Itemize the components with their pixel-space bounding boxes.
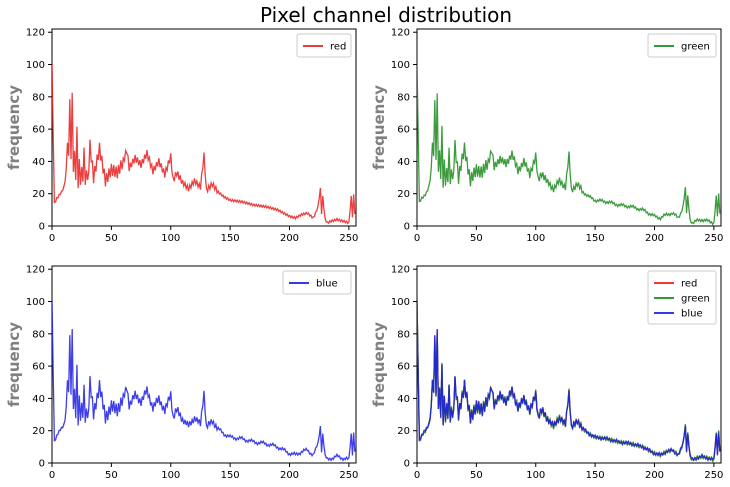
y-tick-label: 40 bbox=[32, 394, 45, 405]
y-tick-label: 0 bbox=[39, 222, 45, 233]
y-tick-label: 80 bbox=[32, 92, 45, 103]
x-tick-label: 0 bbox=[414, 233, 420, 244]
y-tick-label: 20 bbox=[32, 189, 45, 200]
y-tick-label: 80 bbox=[32, 329, 45, 340]
y-tick-label: 40 bbox=[32, 157, 45, 168]
x-tick-label: 200 bbox=[645, 470, 664, 481]
legend-box bbox=[647, 33, 717, 58]
y-tick-label: 60 bbox=[397, 125, 410, 136]
series-line-blue bbox=[417, 300, 721, 462]
y-tick-label: 20 bbox=[397, 426, 410, 437]
subplot-1: 0 50 100 150 200 250 0 20 40 60 80 100 120 frequency r… bbox=[5, 28, 358, 244]
x-tick-label: 0 bbox=[49, 470, 55, 481]
x-tick-label: 0 bbox=[414, 470, 420, 481]
x-tick-label: 150 bbox=[586, 233, 605, 244]
y-tick-label: 0 bbox=[39, 459, 45, 470]
y-tick-label: 40 bbox=[397, 394, 410, 405]
y-tick-label: 100 bbox=[391, 297, 410, 308]
x-tick-label: 0 bbox=[49, 233, 55, 244]
y-tick-label: 100 bbox=[26, 297, 45, 308]
x-tick-label: 50 bbox=[105, 470, 118, 481]
y-tick-label: 40 bbox=[397, 157, 410, 168]
legend-label-green: green bbox=[681, 42, 710, 53]
series-line-green bbox=[417, 63, 721, 226]
x-tick-label: 250 bbox=[339, 470, 358, 481]
series-line-blue bbox=[52, 300, 356, 462]
axes-frame bbox=[416, 265, 722, 464]
y-axis-label: frequency bbox=[370, 85, 388, 170]
y-tick-label: 120 bbox=[391, 28, 410, 39]
subplot-2: 0 50 100 150 200 250 0 20 40 60 80 100 120 frequency g… bbox=[370, 28, 723, 244]
axes-frame bbox=[51, 265, 357, 464]
y-tick-label: 100 bbox=[26, 60, 45, 71]
y-tick-label: 60 bbox=[32, 362, 45, 373]
legend-label-blue: blue bbox=[316, 279, 338, 290]
legend-box bbox=[296, 33, 352, 58]
legend-label-blue: blue bbox=[681, 309, 703, 320]
y-tick-label: 60 bbox=[397, 362, 410, 373]
x-tick-label: 100 bbox=[526, 470, 545, 481]
y-tick-label: 0 bbox=[404, 222, 410, 233]
y-tick-label: 60 bbox=[32, 125, 45, 136]
series-line-red bbox=[417, 300, 721, 462]
x-tick-label: 200 bbox=[280, 470, 299, 481]
legend-label-red: red bbox=[330, 42, 346, 53]
subplot-4: 0 50 100 150 200 250 0 20 40 60 80 100 120 frequency r… bbox=[370, 265, 723, 481]
y-tick-label: 20 bbox=[397, 189, 410, 200]
chart-title: Pixel channel distribution bbox=[260, 3, 512, 27]
panels-layer: 0 50 100 150 200 250020406080100120frequencyr… bbox=[5, 28, 723, 481]
x-tick-label: 250 bbox=[704, 233, 723, 244]
y-tick-label: 120 bbox=[26, 265, 45, 276]
y-axis-label: frequency bbox=[5, 322, 23, 407]
x-tick-label: 100 bbox=[161, 233, 180, 244]
y-tick-label: 100 bbox=[391, 60, 410, 71]
y-tick-label: 20 bbox=[32, 426, 45, 437]
x-tick-label: 250 bbox=[339, 233, 358, 244]
y-tick-label: 120 bbox=[391, 265, 410, 276]
legend-box bbox=[282, 270, 352, 295]
x-tick-label: 50 bbox=[470, 233, 483, 244]
axes-frame bbox=[51, 28, 357, 227]
y-axis-label: frequency bbox=[5, 85, 23, 170]
series-line-red bbox=[52, 63, 356, 225]
legend-box bbox=[647, 270, 717, 325]
y-tick-label: 80 bbox=[397, 92, 410, 103]
x-tick-label: 150 bbox=[221, 233, 240, 244]
y-axis-label: frequency bbox=[370, 322, 388, 407]
subplot-3: 0 50 100 150 200 250 0 20 40 60 80 100 120 frequency b… bbox=[5, 265, 358, 481]
x-tick-label: 100 bbox=[161, 470, 180, 481]
series-line-green bbox=[417, 300, 721, 463]
y-tick-label: 120 bbox=[26, 28, 45, 39]
y-tick-label: 0 bbox=[404, 459, 410, 470]
x-tick-label: 100 bbox=[526, 233, 545, 244]
x-tick-label: 200 bbox=[645, 233, 664, 244]
x-tick-label: 50 bbox=[470, 470, 483, 481]
y-tick-label: 80 bbox=[397, 329, 410, 340]
legend-label-red: red bbox=[681, 279, 697, 290]
x-tick-label: 250 bbox=[704, 470, 723, 481]
axes-frame bbox=[416, 28, 722, 227]
legend-label-green: green bbox=[681, 294, 710, 305]
x-tick-label: 150 bbox=[586, 470, 605, 481]
x-tick-label: 200 bbox=[280, 233, 299, 244]
x-tick-label: 150 bbox=[221, 470, 240, 481]
x-tick-label: 50 bbox=[105, 233, 118, 244]
